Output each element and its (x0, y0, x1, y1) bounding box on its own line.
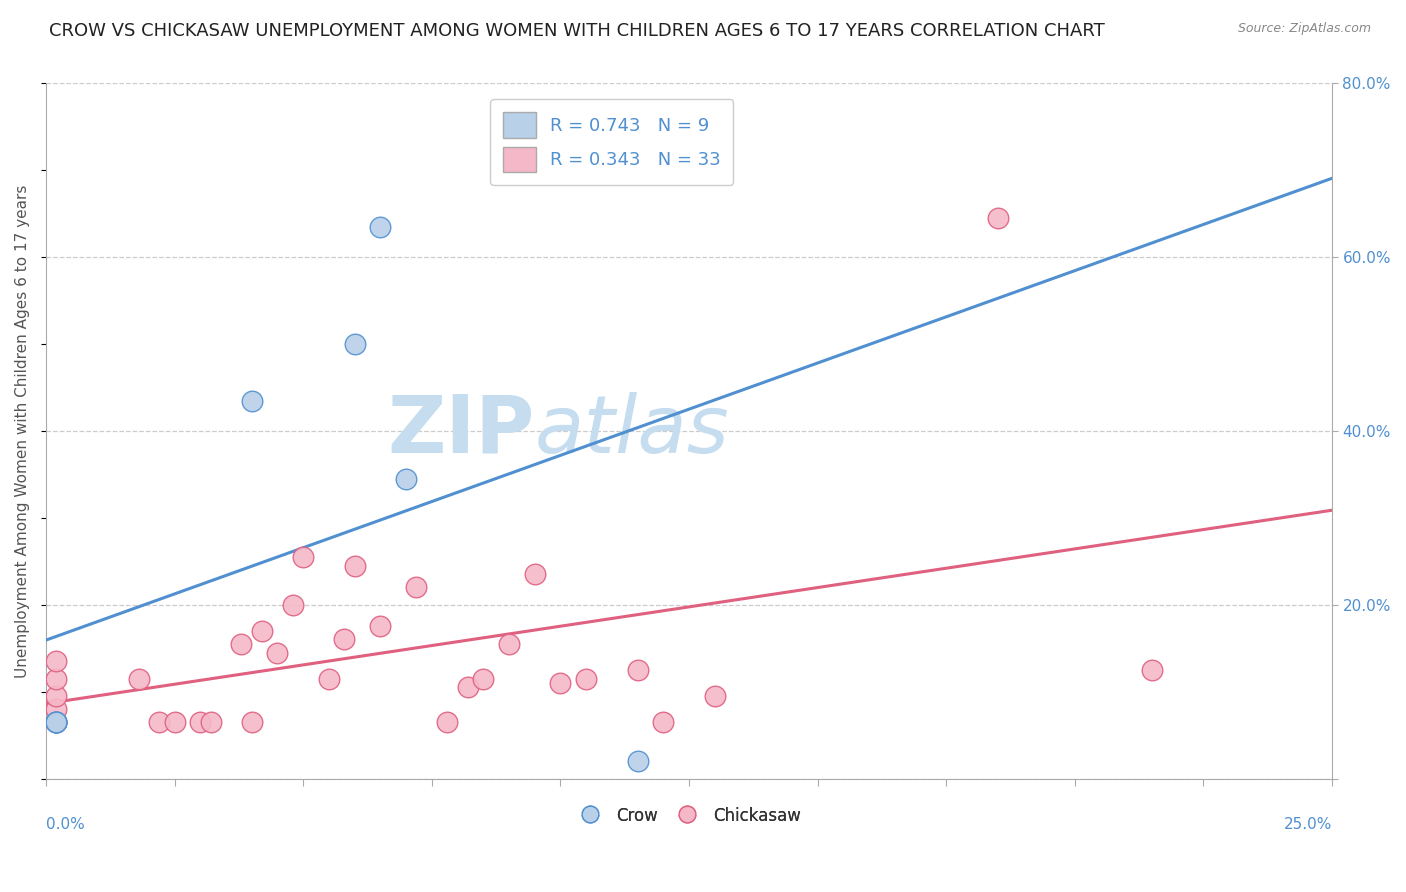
Point (45, 672, 67, 686)
Point (652, 714, 675, 729)
Point (281, 598, 304, 612)
Point (163, 714, 186, 729)
Point (200, 714, 222, 729)
Point (45, 714, 67, 729)
Point (333, 632, 356, 647)
Text: 25.0%: 25.0% (1284, 817, 1331, 832)
Point (148, 714, 170, 729)
Point (188, 714, 211, 729)
Point (240, 393, 263, 408)
Y-axis label: Unemployment Among Women with Children Ages 6 to 17 years: Unemployment Among Women with Children A… (15, 185, 30, 678)
Point (318, 672, 340, 686)
Text: Source: ZipAtlas.com: Source: ZipAtlas.com (1237, 22, 1371, 36)
Text: atlas: atlas (534, 392, 730, 470)
Point (395, 472, 418, 486)
Point (45, 689, 67, 703)
Point (550, 676, 572, 690)
Point (343, 337, 366, 351)
Point (240, 714, 263, 729)
Point (231, 637, 253, 651)
Point (703, 689, 725, 703)
Point (498, 637, 520, 651)
Point (405, 580, 427, 594)
Point (575, 672, 598, 686)
Point (45, 714, 67, 729)
Point (343, 558, 366, 573)
Point (370, 619, 392, 633)
Point (45, 714, 67, 729)
Point (626, 663, 648, 677)
Point (523, 567, 546, 582)
Point (45, 714, 67, 729)
Point (45, 702, 67, 716)
Point (266, 646, 288, 660)
Point (250, 624, 273, 638)
Text: ZIP: ZIP (388, 392, 534, 470)
Text: CROW VS CHICKASAW UNEMPLOYMENT AMONG WOMEN WITH CHILDREN AGES 6 TO 17 YEARS CORR: CROW VS CHICKASAW UNEMPLOYMENT AMONG WOM… (49, 22, 1105, 40)
Text: 0.0%: 0.0% (46, 817, 84, 832)
Point (987, 211, 1010, 226)
Point (436, 714, 458, 729)
Legend: Crow, Chickasaw: Crow, Chickasaw (571, 799, 807, 833)
Point (128, 672, 150, 686)
Point (472, 672, 495, 686)
Point (626, 754, 648, 768)
Point (370, 219, 392, 234)
Point (45, 714, 67, 729)
Point (1140, 663, 1163, 677)
Point (45, 654, 67, 668)
Point (292, 549, 315, 564)
Point (457, 680, 479, 694)
